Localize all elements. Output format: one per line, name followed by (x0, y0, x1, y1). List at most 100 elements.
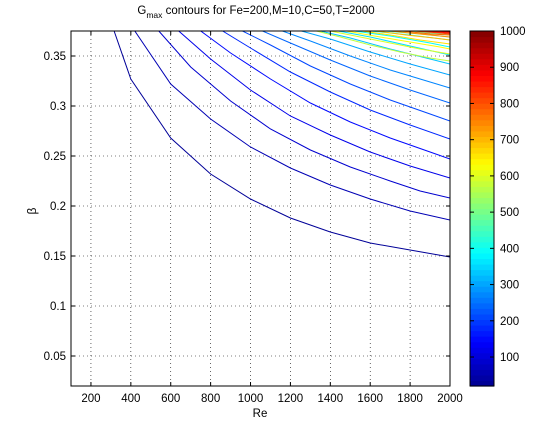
colorbar-segment (470, 119, 494, 126)
colorbar-segment (470, 374, 494, 382)
colorbar-segment (470, 36, 494, 43)
x-tick-label: 600 (161, 393, 180, 405)
y-tick-label: 0.2 (50, 201, 66, 213)
colorbar-segment (470, 141, 494, 149)
contour-line (134, 31, 450, 221)
colorbar-segment (470, 169, 494, 176)
colorbar-segment (470, 97, 494, 104)
chart-title: Gmax contours for Fe=200,M=10,C=50,T=200… (137, 5, 374, 20)
contour-lines (113, 31, 450, 258)
contour-line (222, 31, 450, 140)
y-tick-label: 0.3 (50, 101, 66, 113)
colorbar-segment (470, 75, 494, 82)
chart-title-suffix: contours for Fe=200,M=10,C=50,T=2000 (162, 5, 374, 17)
colorbar: 100 200 300 400 500 600 700 800 900 1000 (469, 26, 526, 387)
colorbar-segment (470, 92, 494, 99)
contour-line (390, 31, 450, 38)
colorbar-segment (470, 153, 494, 160)
colorbar-tick-label: 700 (500, 135, 519, 147)
colorbar-segment (470, 263, 494, 271)
colorbar-segment (470, 302, 494, 309)
x-tick-label: 800 (201, 393, 220, 405)
colorbar-segment (470, 158, 494, 165)
colorbar-segment (470, 275, 494, 282)
contour-line (402, 31, 450, 36)
colorbar-segment (470, 236, 494, 243)
x-axis-ticks: 200 400 600 800 1000 1200 1400 1600 1800 2000 (81, 31, 463, 405)
colorbar-segment (470, 47, 494, 54)
colorbar-segment (470, 330, 494, 337)
colorbar-segment (470, 147, 494, 154)
chart-title-subscript: max (146, 10, 163, 20)
colorbar-segment (470, 336, 494, 343)
contour-line (414, 31, 450, 35)
colorbar-tick-label: 1000 (500, 26, 526, 38)
colorbar-tick-label: 200 (500, 316, 519, 328)
colorbar-segment (470, 114, 494, 121)
chart-title-prefix: G (137, 5, 146, 17)
colorbar-segment (470, 108, 494, 115)
colorbar-segment (470, 319, 494, 326)
y-tick-label: 0.05 (44, 351, 66, 363)
y-axis-label: β (25, 207, 39, 214)
colorbar-segment (470, 352, 494, 359)
y-axis-ticks: 0.05 0.1 0.15 0.2 0.25 0.3 0.35 (44, 51, 450, 363)
colorbar-segment (470, 125, 494, 132)
colorbar-segment (470, 180, 494, 187)
plot-frame (70, 30, 451, 387)
y-tick-label: 0.1 (50, 301, 66, 313)
colorbar-segment (470, 258, 494, 265)
x-axis-label: Re (253, 408, 268, 420)
contour-line (178, 31, 450, 179)
colorbar-tick-label: 400 (500, 243, 519, 255)
x-tick-label: 2000 (437, 393, 463, 405)
colorbar-segment (470, 380, 494, 387)
y-tick-label: 0.15 (44, 251, 66, 263)
colorbar-segment (470, 186, 494, 193)
colorbar-segment (470, 297, 494, 304)
colorbar-segment (470, 247, 494, 254)
colorbar-segment (470, 358, 494, 365)
colorbar-segment (470, 341, 494, 348)
colorbar-segment (470, 363, 494, 370)
colorbar-segment (470, 197, 494, 204)
colorbar-segment (470, 241, 494, 248)
contour-line (301, 31, 450, 76)
contour-line (242, 31, 450, 122)
colorbar-tick-label: 800 (500, 98, 519, 110)
contour-line (346, 31, 450, 50)
colorbar-segment (470, 164, 494, 171)
colorbar-segment (470, 31, 494, 38)
x-tick-label: 1200 (278, 393, 304, 405)
colorbar-tick-label: 300 (500, 280, 519, 292)
colorbar-segment (470, 219, 494, 226)
colorbar-segment (470, 53, 494, 60)
colorbar-segment (470, 202, 494, 210)
x-tick-label: 1800 (397, 393, 423, 405)
x-tick-label: 1000 (238, 393, 264, 405)
x-tick-label: 1600 (357, 393, 383, 405)
contour-line (262, 31, 450, 104)
colorbar-tick-label: 600 (500, 171, 519, 183)
x-tick-label: 1400 (318, 393, 344, 405)
y-tick-label: 0.25 (44, 151, 66, 163)
contour-line (320, 31, 450, 65)
contour-line (113, 31, 450, 258)
colorbar-segment (470, 69, 494, 76)
colorbar-segment (470, 369, 494, 376)
colorbar-segment (470, 225, 494, 232)
colorbar-segment (470, 308, 494, 315)
colorbar-segment (470, 191, 494, 199)
y-tick-label: 0.35 (44, 51, 66, 63)
plot-area (71, 31, 450, 386)
colorbar-segment (470, 252, 494, 260)
colorbar-segment (470, 269, 494, 276)
colorbar-segment (470, 64, 494, 71)
colorbar-segment (470, 103, 494, 110)
colorbar-segment (470, 324, 494, 332)
colorbar-frame (469, 30, 495, 387)
colorbar-tick-label: 100 (500, 352, 519, 364)
colorbar-segment (470, 313, 494, 321)
colorbar-segment (470, 86, 494, 93)
